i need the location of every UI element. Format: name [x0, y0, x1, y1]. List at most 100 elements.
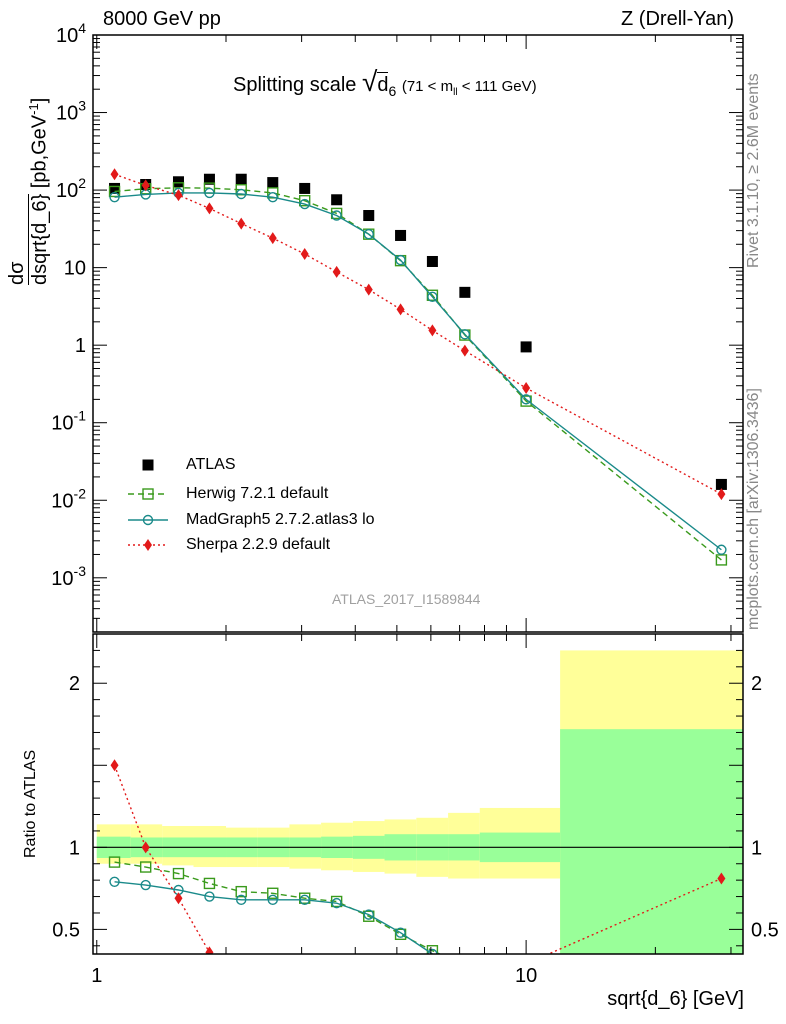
series-2-point: [395, 254, 406, 266]
x-tick-label: 10: [515, 965, 537, 987]
series-3-ratio-point: [717, 872, 726, 885]
series-0-point: [203, 173, 215, 185]
y-tick-label: 103: [56, 98, 86, 125]
series-0-point: [363, 210, 375, 222]
analysis-watermark: ATLAS_2017_I1589844: [332, 591, 481, 607]
y-tick-label-exp: 3: [78, 98, 86, 114]
series-3-ratio-point: [365, 987, 373, 999]
legend-markers: [128, 459, 168, 551]
y-tick-label-exp: 2: [78, 175, 86, 191]
series-1-point: [299, 194, 311, 207]
series-1-ratio-point: [108, 856, 121, 868]
series-2-ratio-line: [114, 881, 435, 954]
series-3-point: [717, 488, 726, 501]
y-tick-label-base: 10: [56, 180, 78, 202]
series-0-point: [395, 229, 407, 241]
series-2-ratio-point: [109, 876, 120, 887]
series-1-point: [520, 395, 532, 407]
series-1-ratio-point: [235, 885, 247, 898]
series-3-point: [174, 189, 183, 202]
series-3-ratio-point: [333, 986, 341, 998]
series-3-point: [396, 303, 405, 316]
y-axis-label-den: dsqrt{d_6}: [27, 193, 51, 285]
x-tick-label: 1: [91, 965, 102, 987]
series-3-point: [522, 382, 531, 395]
series-2-point: [109, 191, 120, 203]
y-tick-label-base: 10: [51, 568, 73, 590]
series-0-point: [235, 173, 247, 185]
axis-ticks: [93, 34, 743, 954]
series-2-ratio-point: [427, 948, 438, 954]
series-0-point: [520, 341, 532, 353]
plot-frames: [92, 34, 744, 955]
series-3-ratio-point: [301, 981, 309, 993]
y-tick-label-exp: 4: [78, 20, 86, 36]
y-tick-label: 10-2: [51, 485, 86, 512]
series-1-ratio-point: [267, 887, 279, 899]
y-tick-label-exp: -1: [74, 408, 87, 424]
ratio-tick-label-right: 2: [751, 673, 762, 695]
series-0-point: [715, 478, 727, 490]
series-1-ratio-point: [363, 910, 375, 922]
series-2-point: [267, 191, 278, 203]
y-axis-label-units: [pb,GeV: [28, 114, 51, 189]
series-0-point: [299, 182, 311, 194]
y-axis-label-units-sup: -1: [26, 103, 41, 115]
series-3-ratio-point: [110, 759, 119, 772]
series-3-point: [460, 344, 469, 357]
series-1-point: [108, 185, 121, 198]
series-2-ratio-point: [460, 959, 469, 968]
main-plot-frame: [92, 34, 744, 633]
series-1-point: [426, 289, 439, 301]
series-2-ratio-point: [363, 909, 374, 920]
series-2-point: [716, 544, 727, 555]
y-tick-label: 104: [56, 20, 86, 47]
series-2-ratio-point: [331, 897, 342, 909]
y-tick-label: 10-1: [51, 408, 86, 435]
series-0-point: [331, 194, 343, 206]
series-3-ratio-point: [174, 892, 183, 905]
series-1-ratio-point: [460, 960, 470, 970]
legend-marker-3: [144, 539, 152, 551]
x-axis-label: sqrt{d_6} [GeV]: [607, 988, 744, 1010]
series-2-ratio-point: [267, 894, 278, 906]
ratio-y-axis-label: Ratio to ATLAS: [22, 749, 39, 858]
series-2-ratio-point: [299, 894, 310, 906]
series-3-point: [300, 247, 309, 260]
y-tick-label-base: 10: [51, 490, 73, 512]
series-3-point: [428, 324, 437, 337]
header-right: Z (Drell-Yan): [621, 8, 734, 30]
ratio-plot-series: [108, 759, 726, 999]
series-1-point: [235, 184, 247, 196]
series-1-ratio-point: [299, 892, 311, 904]
series-2-point: [363, 228, 374, 240]
y-tick-label: 102: [56, 175, 86, 202]
rivet-label: Rivet 3.1.10, ≥ 2.6M events: [745, 73, 762, 268]
series-1-ratio-point: [394, 928, 407, 941]
ratio-uncertainty-bands: [96, 650, 743, 954]
y-tick-label-exp: -2: [74, 485, 87, 501]
series-2-ratio-point: [140, 879, 151, 891]
chart-title-sqrt: √: [361, 66, 378, 97]
series-2-point: [427, 291, 438, 303]
legend-entry-atlas: ATLAS: [186, 456, 236, 473]
series-3-ratio-point: [461, 976, 469, 988]
ratio-tick-label-right: 0.5: [751, 919, 779, 941]
series-2-ratio-point: [236, 894, 247, 906]
chart-title-range-sub: ll: [453, 87, 458, 98]
ratio-tick-label-left: 2: [69, 673, 80, 695]
mcplots-label: mcplots.cern.ch [arXiv:1306.3436]: [745, 388, 762, 630]
series-2-point: [204, 187, 215, 199]
legend-marker-1: [142, 488, 154, 500]
chart-title-var: d: [377, 72, 389, 96]
series-3-point: [237, 217, 246, 230]
header-left: 8000 GeV pp: [103, 8, 221, 30]
y-tick-label-base: 10: [56, 103, 78, 125]
legend-marker-0: [142, 459, 154, 471]
series-0-point: [267, 177, 279, 189]
series-3-point: [110, 168, 119, 181]
y-tick-label: 10: [64, 258, 86, 280]
series-2-ratio-point: [395, 927, 406, 938]
